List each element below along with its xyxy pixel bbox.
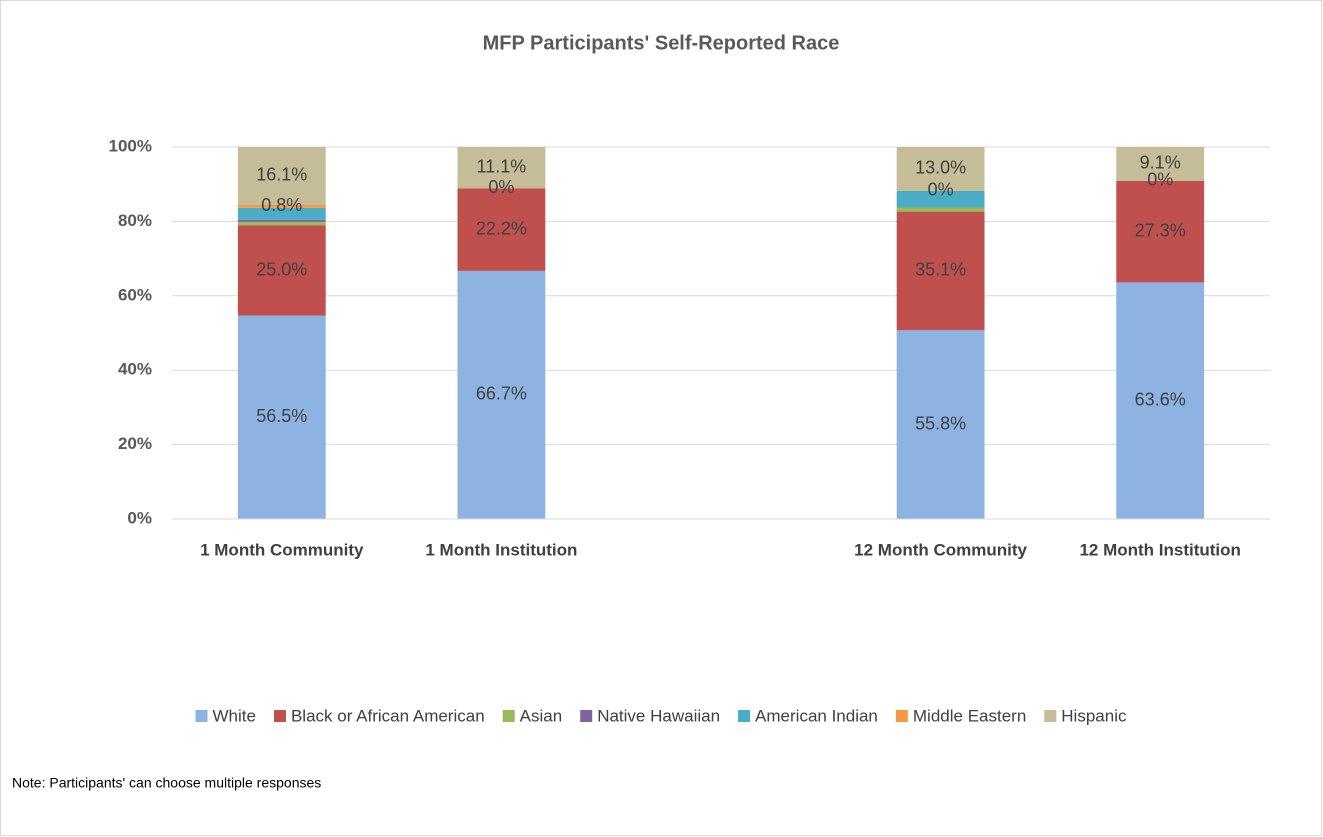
- legend-swatch: [580, 710, 593, 722]
- x-tick-label: 1 Month Institution: [425, 540, 577, 559]
- bar-segment: [237, 225, 326, 316]
- y-tick-label: 80%: [118, 211, 152, 230]
- legend-label: Hispanic: [1061, 706, 1127, 725]
- bar-segment: [237, 221, 326, 226]
- bar-segment: [457, 188, 546, 271]
- bar-segment: [896, 207, 985, 212]
- legend-swatch: [195, 710, 208, 722]
- bar-segment: [457, 270, 546, 519]
- bar-segment: [1116, 282, 1205, 519]
- x-tick-label: 12 Month Community: [854, 540, 1027, 559]
- bar-segment: [237, 147, 326, 205]
- legend-swatch: [1044, 710, 1057, 722]
- legend-label: White: [213, 706, 256, 725]
- data-label: 0%: [488, 177, 514, 197]
- data-label: 63.6%: [1135, 389, 1186, 409]
- data-label: 55.8%: [915, 413, 966, 433]
- bar-segment: [1116, 180, 1205, 283]
- x-tick-label: 1 Month Community: [200, 540, 364, 559]
- bar-segment: [237, 219, 326, 222]
- legend-swatch: [738, 710, 751, 722]
- data-label: 0.8%: [261, 195, 302, 215]
- data-label: 56.5%: [256, 406, 307, 426]
- y-tick-label: 60%: [118, 285, 152, 304]
- chart-title: MFP Participants' Self-Reported Race: [483, 32, 840, 54]
- data-label: 0%: [1147, 170, 1173, 190]
- data-label: 9.1%: [1140, 153, 1181, 173]
- legend-swatch: [895, 710, 908, 722]
- x-tick-label: 12 Month Institution: [1079, 540, 1240, 559]
- data-label: 25.0%: [256, 259, 307, 279]
- bar-segment: [237, 204, 326, 208]
- bar-segment: [896, 147, 985, 191]
- y-tick-label: 0%: [127, 508, 152, 527]
- bar-segment: [237, 207, 326, 220]
- data-label: 16.1%: [256, 165, 307, 185]
- bar-segment: [896, 330, 985, 519]
- legend-label: Native Hawaiian: [597, 706, 720, 725]
- legend-label: Asian: [520, 706, 563, 725]
- bar-segment: [896, 190, 985, 208]
- note: Note: Participants' can choose multiple …: [12, 775, 321, 791]
- data-label: 13.0%: [915, 158, 966, 178]
- data-label: 35.1%: [915, 260, 966, 280]
- bar-segment: [457, 147, 546, 189]
- legend-label: American Indian: [755, 706, 878, 725]
- y-tick-label: 100%: [109, 136, 152, 155]
- bar-segment: [1116, 147, 1205, 181]
- bar-segment: [896, 211, 985, 331]
- bar-segment: [237, 315, 326, 519]
- data-label: 66.7%: [476, 384, 527, 404]
- y-tick-label: 40%: [118, 360, 152, 379]
- data-label: 0%: [928, 180, 954, 200]
- data-label: 27.3%: [1135, 220, 1186, 240]
- legend-swatch: [273, 710, 286, 722]
- legend-swatch: [502, 710, 515, 722]
- legend-label: Middle Eastern: [913, 706, 1026, 725]
- data-label: 11.1%: [477, 156, 527, 176]
- y-tick-label: 20%: [118, 434, 152, 453]
- data-label: 22.2%: [476, 218, 527, 238]
- legend-label: Black or African American: [291, 706, 485, 725]
